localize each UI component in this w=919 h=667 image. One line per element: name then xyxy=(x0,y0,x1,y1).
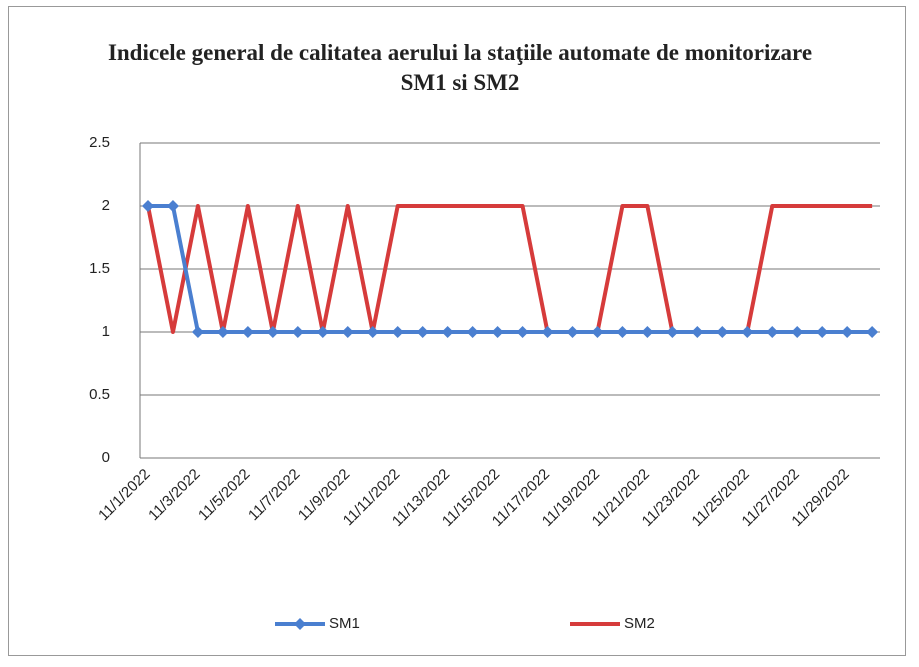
point-marker xyxy=(666,326,679,338)
point-marker xyxy=(391,326,404,338)
x-tick-label: 11/1/2022 xyxy=(95,466,153,524)
y-tick-label: 1 xyxy=(102,323,110,340)
x-tick-label: 11/5/2022 xyxy=(195,466,253,524)
chart-frame xyxy=(8,6,906,656)
y-tick-label: 0 xyxy=(102,449,110,466)
point-marker xyxy=(591,326,604,338)
y-tick-label: 2.5 xyxy=(89,134,110,151)
point-marker xyxy=(191,326,204,338)
point-marker xyxy=(791,326,804,338)
point-marker xyxy=(841,326,854,338)
x-tick-label: 11/3/2022 xyxy=(145,466,203,524)
point-marker xyxy=(641,326,654,338)
y-tick-label: 2 xyxy=(102,197,110,214)
point-marker xyxy=(316,326,329,338)
point-marker xyxy=(416,326,429,338)
point-marker xyxy=(441,326,454,338)
point-marker xyxy=(566,326,579,338)
y-tick-label: 1.5 xyxy=(89,260,110,277)
point-marker xyxy=(616,326,629,338)
series-line xyxy=(146,204,873,334)
point-marker xyxy=(166,200,179,212)
point-marker xyxy=(466,326,479,338)
point-marker xyxy=(341,326,354,338)
point-marker xyxy=(766,326,779,338)
point-marker xyxy=(491,326,504,338)
point-marker xyxy=(291,326,304,338)
legend-label: SM2 xyxy=(624,615,655,632)
point-marker xyxy=(216,326,229,338)
point-marker xyxy=(142,200,154,212)
legend-label: SM1 xyxy=(329,615,360,632)
chart-title: Indicele general de calitatea aerului la… xyxy=(107,40,813,95)
point-marker xyxy=(366,326,379,338)
point-marker xyxy=(241,326,254,338)
legend-marker xyxy=(294,618,306,630)
point-marker xyxy=(266,326,279,338)
point-marker xyxy=(741,326,754,338)
point-marker xyxy=(541,326,554,338)
point-marker xyxy=(691,326,704,338)
y-tick-label: 0.5 xyxy=(89,386,110,403)
point-marker xyxy=(516,326,529,338)
x-tick-label: 11/7/2022 xyxy=(245,466,303,524)
point-marker xyxy=(716,326,729,338)
point-marker xyxy=(866,326,879,338)
point-marker xyxy=(816,326,829,338)
